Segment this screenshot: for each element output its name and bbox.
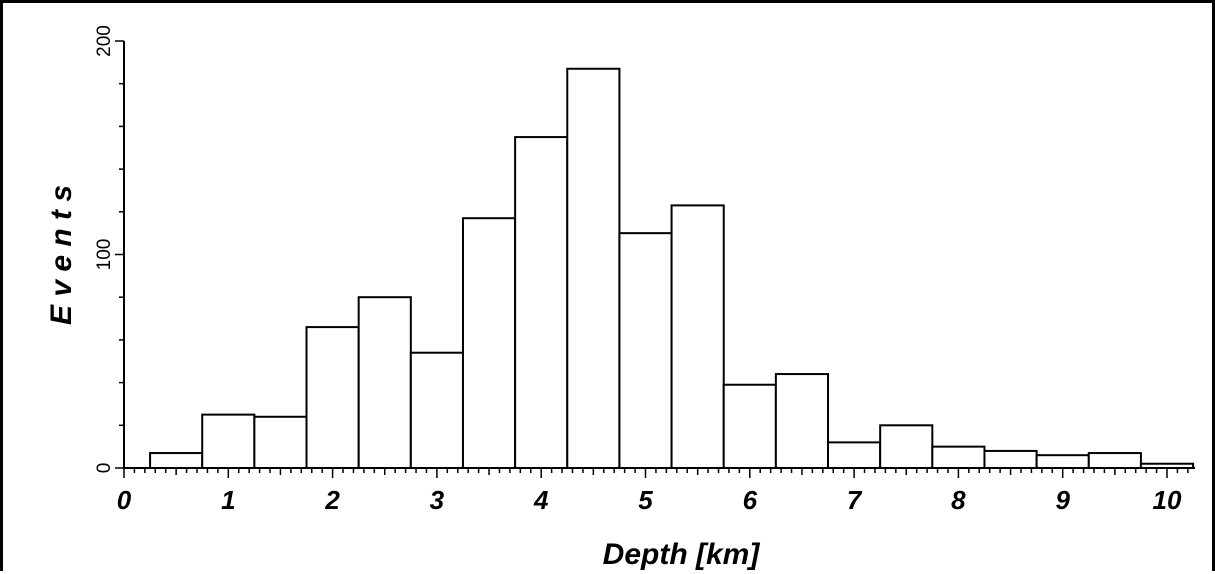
histogram-bar: [722, 383, 777, 469]
x-ticks-group: 0 1 2 3 4 5 6 7 8 9 10: [117, 468, 1189, 515]
x-tick-label: 7: [847, 485, 863, 515]
x-tick-label: 8: [951, 485, 966, 515]
histogram-bar: [774, 373, 830, 469]
histogram-bar: [931, 445, 986, 469]
histogram-bar: [514, 136, 569, 469]
histogram-bar: [201, 413, 256, 469]
histogram-bar: [305, 326, 360, 469]
x-tick-label: 3: [430, 485, 445, 515]
histogram-bar: [357, 296, 412, 470]
x-tick-label: 9: [1055, 485, 1070, 515]
histogram-bar: [1035, 454, 1090, 470]
histogram-bar: [1087, 452, 1142, 469]
histogram-bar: [827, 441, 882, 470]
histogram-bar: [409, 351, 464, 469]
x-axis-title: Depth [km]: [603, 538, 761, 571]
histogram-bar: [983, 449, 1038, 470]
histogram-bar: [253, 415, 308, 470]
x-tick-label: 2: [324, 485, 340, 515]
histogram-bar: [461, 217, 517, 469]
y-tick-label: 100: [94, 239, 115, 271]
y-tick-label: 0: [94, 463, 115, 474]
y-tick-label: 200: [94, 25, 115, 57]
histogram-bar: [879, 424, 934, 469]
x-tick-label: 0: [117, 485, 132, 515]
histogram-bar: [670, 204, 725, 470]
y-ticks-group: 0 100 200: [94, 25, 124, 473]
x-tick-label: 10: [1153, 485, 1182, 515]
x-tick-label: 6: [743, 485, 758, 515]
x-tick-label: 1: [221, 485, 235, 515]
x-tick-label: 4: [533, 485, 549, 515]
histogram-bar: [566, 67, 621, 469]
x-tick-label: 5: [638, 485, 653, 515]
histogram-bar: [149, 452, 204, 469]
bars-group: [149, 67, 1195, 470]
histogram-chart: 0 100 200 0 1 2 3 4 5 6 7 8 9 10 E v e n t s Depth […: [45, 25, 1196, 571]
histogram-bar: [618, 232, 673, 469]
y-axis-title: E v e n t s: [45, 185, 78, 325]
